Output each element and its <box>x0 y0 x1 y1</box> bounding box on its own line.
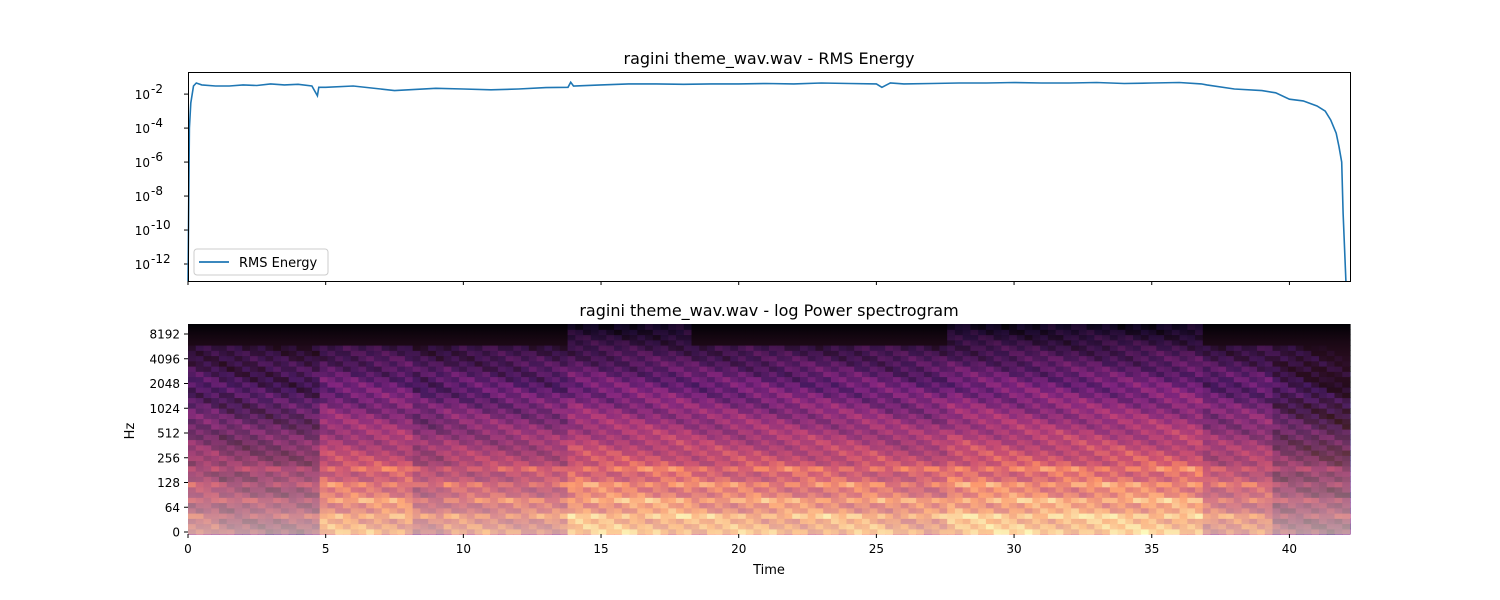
rms-legend: RMS Energy <box>193 248 329 276</box>
rms-energy-line <box>187 80 1347 282</box>
rms-plot-frame <box>188 72 1351 282</box>
rms-y-tick-exponent-4: -10 <box>151 218 171 232</box>
spectrogram-chart: ragini theme_wav.wav - log Power spectro… <box>123 301 1351 578</box>
rms-chart-title: ragini theme_wav.wav - RMS Energy <box>623 49 914 69</box>
rms-energy-chart: ragini theme_wav.wav - RMS Energy 10 -210… <box>135 49 1351 285</box>
rms-y-tick-label-5: 10 <box>135 258 150 272</box>
rms-y-tick-exponent-2: -6 <box>151 150 163 164</box>
rms-y-tick-label-1: 10 <box>135 122 150 136</box>
rms-y-tick-label-2: 10 <box>135 156 150 170</box>
spectrogram-title: ragini theme_wav.wav - log Power spectro… <box>579 301 958 321</box>
legend-box <box>193 248 329 276</box>
rms-y-tick-exponent-1: -4 <box>151 116 163 130</box>
rms-y-tick-exponent-5: -12 <box>151 252 171 266</box>
rms-y-tick-label-3: 10 <box>135 190 150 204</box>
legend-entry-rms-energy: RMS Energy <box>239 256 317 271</box>
rms-y-tick-label-4: 10 <box>135 224 150 238</box>
rms-y-tick-exponent-3: -8 <box>151 184 163 198</box>
rms-y-tick-label-0: 10 <box>135 88 150 102</box>
rms-y-tick-exponent-0: -2 <box>151 82 163 96</box>
